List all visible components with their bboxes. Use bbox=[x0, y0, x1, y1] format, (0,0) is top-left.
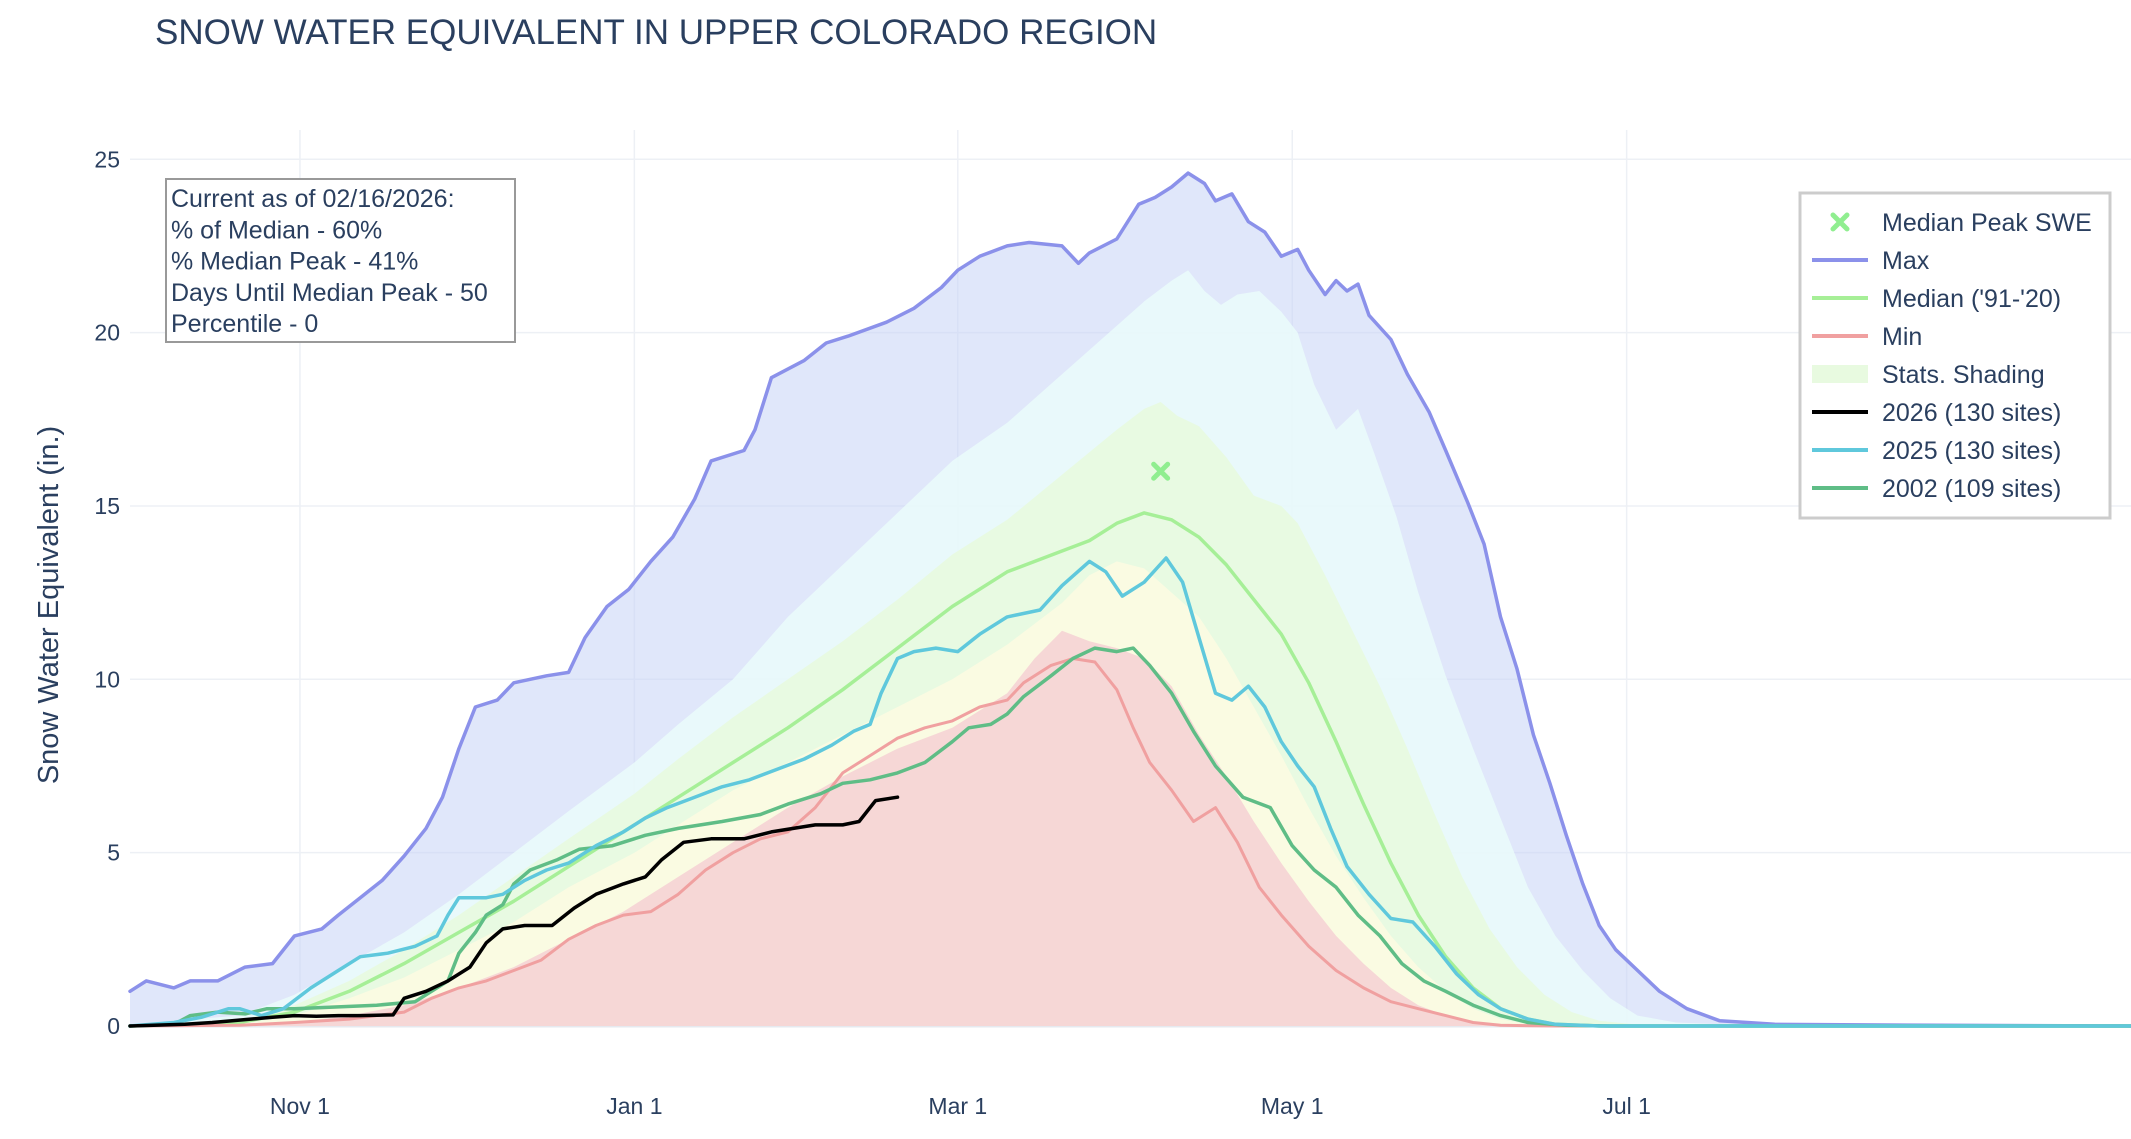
y-axis-title: Snow Water Equivalent (in.) bbox=[33, 426, 65, 784]
legend-item[interactable]: Median ('91-'20) bbox=[1812, 285, 2061, 313]
legend-item[interactable]: 2002 (109 sites) bbox=[1812, 475, 2061, 503]
x-tick-label: Mar 1 bbox=[928, 1093, 987, 1119]
median-peak-layer bbox=[1151, 461, 1171, 481]
x-tick-label: Jan 1 bbox=[606, 1093, 662, 1119]
series-line bbox=[128, 657, 2131, 1028]
info-line: Days Until Median Peak - 50 bbox=[171, 279, 488, 307]
legend-item[interactable]: Median Peak SWE bbox=[1830, 209, 2092, 237]
legend-frame bbox=[1798, 191, 2112, 520]
series-line bbox=[128, 171, 2131, 1028]
legend-item[interactable]: Min bbox=[1812, 323, 1922, 351]
series-lines bbox=[128, 171, 2131, 1028]
legend-label: Min bbox=[1882, 323, 1922, 351]
legend-marker-icon bbox=[1830, 212, 1850, 232]
info-line: Percentile - 0 bbox=[171, 310, 318, 338]
legend-item[interactable]: Max bbox=[1812, 247, 1930, 275]
chart-title: SNOW WATER EQUIVALENT IN UPPER COLORADO … bbox=[155, 13, 1157, 52]
info-line: Current as of 02/16/2026: bbox=[171, 185, 455, 213]
legend: Median Peak SWE Max Median ('91-'20) Min Sta… bbox=[1798, 191, 2112, 520]
info-line: % of Median - 60% bbox=[171, 216, 382, 244]
legend-label: 2002 (109 sites) bbox=[1882, 475, 2061, 503]
legend-label: Max bbox=[1882, 247, 1930, 275]
x-tick-label: Nov 1 bbox=[270, 1093, 330, 1119]
legend-label: 2025 (130 sites) bbox=[1882, 437, 2061, 465]
legend-item[interactable]: Stats. Shading bbox=[1812, 361, 2045, 389]
info-box: Current as of 02/16/2026: % of Median - 6… bbox=[165, 178, 516, 343]
y-tick-label: 20 bbox=[94, 320, 120, 346]
median-peak-marker bbox=[1151, 461, 1171, 481]
y-tick-label: 25 bbox=[94, 146, 120, 172]
y-tick-label: 0 bbox=[107, 1013, 120, 1039]
legend-fill-swatch bbox=[1812, 365, 1868, 383]
x-tick-label: May 1 bbox=[1261, 1093, 1324, 1119]
axes: 0 5 10 15 20 25 Nov 1 Jan 1 Mar 1 May 1 Jul 1 bbox=[94, 146, 1651, 1119]
legend-item[interactable]: 2026 (130 sites) bbox=[1812, 399, 2061, 427]
y-tick-label: 5 bbox=[107, 840, 120, 866]
info-box-frame bbox=[165, 178, 516, 343]
legend-label: Median Peak SWE bbox=[1882, 209, 2092, 237]
y-tick-label: 15 bbox=[94, 493, 120, 519]
series-line bbox=[128, 556, 2131, 1028]
x-tick-label: Jul 1 bbox=[1602, 1093, 1651, 1119]
series-line bbox=[128, 511, 2131, 1028]
legend-label: Stats. Shading bbox=[1882, 361, 2045, 389]
stats-band bbox=[130, 630, 2131, 1026]
y-tick-label: 10 bbox=[94, 666, 120, 692]
legend-label: 2026 (130 sites) bbox=[1882, 399, 2061, 427]
series-line bbox=[128, 795, 900, 1028]
legend-label: Median ('91-'20) bbox=[1882, 285, 2061, 313]
info-line: % Median Peak - 41% bbox=[171, 248, 418, 276]
legend-item[interactable]: 2025 (130 sites) bbox=[1812, 437, 2061, 465]
